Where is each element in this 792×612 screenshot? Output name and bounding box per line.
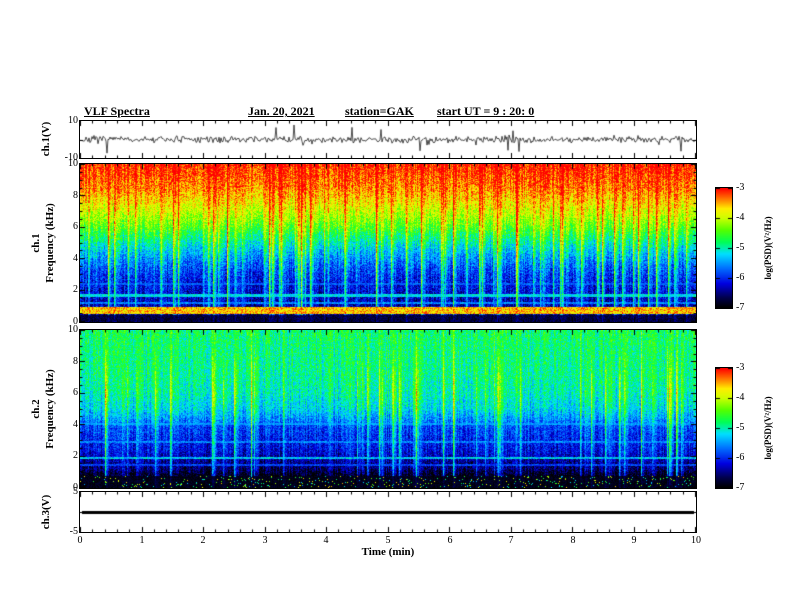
ch2-spectrogram-canvas	[80, 330, 696, 488]
y-tick-label: 2	[73, 284, 78, 295]
colorbar-2-canvas	[716, 368, 732, 488]
x-tick-label: 9	[631, 535, 637, 546]
ch3-panel	[79, 491, 697, 533]
y-tick-label: 4	[73, 253, 78, 264]
start-ut-label: start UT = 9 : 20: 0	[437, 104, 535, 118]
y-tick-label: 4	[73, 419, 78, 430]
ch1-voltage-axis-label: ch.1(V)	[40, 121, 52, 157]
ch3-voltage-axis-label: ch.3(V)	[40, 494, 52, 530]
colorbar-tick-label: -5	[736, 242, 745, 253]
colorbar-tick-label: -4	[736, 212, 745, 223]
x-tick-label: 10	[691, 535, 701, 546]
colorbar-2-label: log(PSD)(V²/Hz)	[763, 396, 773, 460]
ch1-spectrogram-panel	[79, 163, 697, 323]
y-tick-label: 8	[73, 190, 78, 201]
ch1-spectrogram-canvas	[80, 164, 696, 322]
colorbar-tick-label: -7	[736, 482, 745, 493]
y-tick-label: 10	[68, 115, 78, 126]
colorbar-1-label: log(PSD)(V²/Hz)	[763, 216, 773, 280]
y-tick-label: 6	[73, 387, 78, 398]
x-tick-label: 7	[508, 535, 514, 546]
x-tick-label: 4	[323, 535, 329, 546]
colorbar-1-canvas	[716, 188, 732, 308]
ch2-spectrogram-panel	[79, 329, 697, 489]
y-tick-label: -5	[69, 526, 78, 537]
ch2-frequency-axis-label: Frequency (kHz)	[44, 369, 56, 449]
y-tick-label: 10	[68, 158, 78, 169]
ch3-canvas	[80, 492, 696, 532]
x-tick-label: 2	[200, 535, 206, 546]
y-tick-label: 6	[73, 221, 78, 232]
colorbar-tick-label: -6	[736, 272, 745, 283]
x-tick-label: 1	[139, 535, 145, 546]
colorbar-tick-label: -6	[736, 452, 745, 463]
colorbar-tick-label: -7	[736, 302, 745, 313]
x-tick-label: 5	[385, 535, 391, 546]
ch1-axis-label: ch.1	[30, 233, 42, 253]
colorbar-2	[715, 367, 733, 489]
colorbar-tick-label: -5	[736, 422, 745, 433]
station-label: station=GAK	[345, 104, 414, 118]
ch1-frequency-axis-label: Frequency (kHz)	[44, 203, 56, 283]
y-tick-label: 0	[73, 316, 78, 327]
y-tick-label: 2	[73, 450, 78, 461]
x-tick-label: 3	[262, 535, 268, 546]
date-label: Jan. 20, 2021	[248, 104, 315, 118]
colorbar-tick-label: -3	[736, 182, 745, 193]
y-tick-label: 5	[73, 486, 78, 497]
colorbar-tick-label: -4	[736, 392, 745, 403]
x-tick-label: 0	[77, 535, 83, 546]
colorbar-tick-label: -3	[736, 362, 745, 373]
figure-title: VLF Spectra	[84, 104, 150, 118]
x-tick-label: 6	[447, 535, 453, 546]
y-tick-label: 10	[68, 324, 78, 335]
x-tick-label: 8	[570, 535, 576, 546]
ch2-axis-label: ch.2	[30, 399, 42, 419]
ch1-waveform-canvas	[80, 121, 696, 158]
colorbar-1	[715, 187, 733, 309]
y-tick-label: 0	[73, 482, 78, 493]
y-tick-label: 8	[73, 356, 78, 367]
y-tick-label: -10	[64, 152, 78, 163]
time-axis-label: Time (min)	[361, 546, 415, 558]
ch1-waveform-panel	[79, 120, 697, 159]
